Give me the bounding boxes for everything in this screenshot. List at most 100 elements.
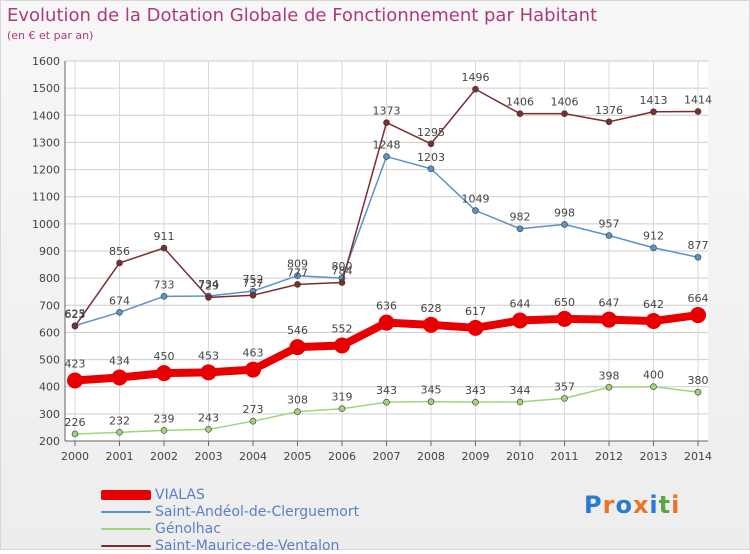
data-point bbox=[338, 279, 346, 286]
data-point bbox=[650, 383, 657, 391]
data-label: 650 bbox=[554, 296, 575, 309]
x-tick-label: 2002 bbox=[150, 450, 178, 463]
data-point bbox=[472, 398, 479, 406]
data-label: 957 bbox=[599, 218, 620, 231]
data-point bbox=[472, 85, 479, 93]
chart-subtitle: (en € et par an) bbox=[7, 29, 94, 42]
data-label: 1295 bbox=[417, 126, 445, 139]
x-tick-label: 2000 bbox=[61, 450, 89, 463]
x-tick-label: 2009 bbox=[462, 450, 490, 463]
y-tick-label: 900 bbox=[39, 245, 60, 258]
legend: VIALAS Saint-Andéol-de-Clerguemort Génolha… bbox=[101, 486, 359, 554]
data-label: 423 bbox=[65, 357, 86, 370]
x-tick-label: 2010 bbox=[506, 450, 534, 463]
x-tick-label: 2005 bbox=[284, 450, 312, 463]
data-point bbox=[472, 207, 479, 214]
logo-letter: x bbox=[632, 491, 650, 519]
data-label: 784 bbox=[332, 264, 353, 277]
data-label: 737 bbox=[243, 277, 264, 290]
data-point bbox=[245, 361, 261, 378]
data-label: 380 bbox=[688, 374, 709, 387]
proxiti-logo: Proxiti bbox=[584, 491, 680, 519]
data-point bbox=[205, 294, 212, 301]
logo-letter: i bbox=[649, 491, 659, 519]
data-label: 982 bbox=[510, 211, 531, 224]
data-label: 674 bbox=[109, 294, 130, 307]
data-label: 998 bbox=[554, 206, 575, 219]
legend-swatch bbox=[101, 527, 151, 530]
data-label: 877 bbox=[688, 239, 709, 252]
data-label: 453 bbox=[198, 349, 219, 362]
data-label: 450 bbox=[154, 350, 175, 363]
logo-letter: P bbox=[584, 491, 603, 519]
data-point bbox=[561, 221, 568, 228]
data-point bbox=[516, 110, 524, 117]
legend-item: Saint-Andéol-de-Clerguemort bbox=[101, 503, 359, 520]
data-label: 628 bbox=[421, 302, 442, 315]
data-point bbox=[516, 398, 524, 406]
data-point bbox=[71, 322, 79, 330]
logo-letter: r bbox=[602, 491, 616, 519]
data-label: 345 bbox=[421, 384, 442, 397]
data-point bbox=[334, 337, 350, 354]
y-tick-label: 500 bbox=[39, 354, 60, 367]
data-point bbox=[249, 291, 257, 299]
data-label: 1413 bbox=[640, 94, 668, 107]
y-tick-label: 400 bbox=[39, 381, 60, 394]
data-point bbox=[383, 153, 390, 160]
data-label: 357 bbox=[554, 380, 575, 393]
y-tick-label: 1300 bbox=[32, 136, 60, 149]
data-point bbox=[249, 417, 257, 425]
data-label: 398 bbox=[599, 369, 620, 382]
y-tick-label: 1400 bbox=[32, 109, 60, 122]
data-label: 273 bbox=[243, 403, 264, 416]
logo-letter: i bbox=[671, 491, 681, 519]
data-point bbox=[467, 319, 484, 336]
data-point bbox=[650, 108, 657, 116]
data-label: 856 bbox=[109, 245, 130, 258]
data-point bbox=[160, 244, 168, 252]
data-label: 625 bbox=[65, 308, 86, 321]
y-tick-label: 700 bbox=[39, 299, 60, 312]
data-point bbox=[605, 383, 613, 391]
data-label: 546 bbox=[287, 324, 308, 337]
data-label: 343 bbox=[376, 384, 397, 397]
data-point bbox=[294, 281, 301, 288]
data-point bbox=[383, 119, 390, 126]
data-label: 911 bbox=[154, 230, 175, 243]
data-label: 434 bbox=[109, 354, 130, 367]
data-label: 226 bbox=[65, 416, 86, 429]
legend-swatch bbox=[101, 489, 151, 500]
legend-label: Saint-Andéol-de-Clerguemort bbox=[155, 503, 360, 520]
legend-label: Génolhac bbox=[155, 520, 221, 537]
data-point bbox=[694, 253, 702, 261]
data-point bbox=[160, 427, 168, 434]
x-tick-label: 2003 bbox=[195, 450, 223, 463]
data-point bbox=[67, 372, 83, 389]
data-point bbox=[338, 405, 346, 413]
data-label: 644 bbox=[510, 297, 531, 310]
data-label: 800 bbox=[332, 260, 353, 273]
data-point bbox=[427, 165, 435, 173]
data-point bbox=[605, 118, 613, 126]
data-point bbox=[378, 314, 395, 331]
legend-item: VIALAS bbox=[101, 486, 359, 503]
x-tick-label: 2013 bbox=[640, 450, 668, 463]
data-label: 1414 bbox=[684, 93, 712, 106]
data-point bbox=[116, 259, 123, 267]
logo-letter: t bbox=[658, 491, 672, 519]
data-label: 1376 bbox=[595, 104, 623, 117]
data-point bbox=[289, 339, 306, 356]
x-tick-label: 2014 bbox=[684, 450, 712, 463]
data-point bbox=[71, 430, 79, 438]
data-label: 809 bbox=[287, 258, 308, 271]
data-label: 1373 bbox=[373, 105, 401, 118]
data-label: 1049 bbox=[462, 193, 490, 206]
data-point bbox=[556, 310, 573, 327]
y-tick-label: 600 bbox=[39, 326, 60, 339]
data-label: 319 bbox=[332, 391, 353, 404]
y-tick-label: 200 bbox=[39, 435, 60, 448]
data-label: 623 bbox=[65, 308, 86, 321]
